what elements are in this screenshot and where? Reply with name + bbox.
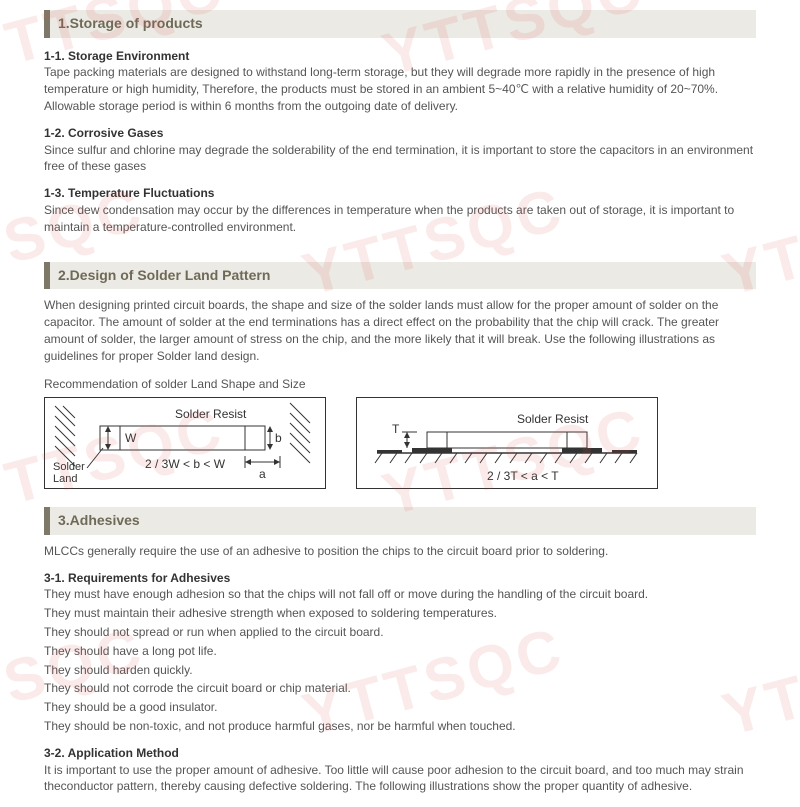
section-1-header: 1.Storage of products [44, 10, 756, 38]
sub-3-2-title: 3-2. Application Method [44, 745, 756, 762]
diag1-solder-resist: Solder Resist [175, 407, 247, 421]
figure-caption: Recommendation of solder Land Shape and … [44, 376, 756, 393]
diag2-formula: 2 / 3T < a < T [487, 469, 559, 483]
sub-3-2-body: It is important to use the proper amount… [44, 762, 756, 796]
diag1-solder-land-2: Land [53, 473, 77, 485]
sub-1-3-body: Since dew condensation may occur by the … [44, 202, 756, 236]
diagram-row: W b a Solder Resist Solder Land 2 / 3W <… [44, 397, 756, 489]
req-3: They should have a long pot life. [44, 643, 756, 660]
section-2-title: 2.Design of Solder Land Pattern [58, 267, 270, 283]
req-2: They should not spread or run when appli… [44, 624, 756, 641]
diag1-label-a: a [259, 467, 266, 481]
diagram-1: W b a Solder Resist Solder Land 2 / 3W <… [44, 397, 326, 489]
section-2-header: 2.Design of Solder Land Pattern [44, 262, 756, 290]
section-2-intro: When designing printed circuit boards, t… [44, 297, 756, 364]
diag2-label-t: T [392, 422, 400, 436]
diag2-solder-resist: Solder Resist [517, 412, 589, 426]
section-3-header: 3.Adhesives [44, 507, 756, 535]
diag1-formula: 2 / 3W < b < W [145, 457, 226, 471]
section-1-title: 1.Storage of products [58, 15, 203, 31]
document-content: 1.Storage of products 1-1. Storage Envir… [0, 0, 800, 807]
diagram-2: T Solder Resist 2 / 3T < a < T [356, 397, 658, 489]
sub-1-1-title: 1-1. Storage Environment [44, 48, 756, 65]
req-5: They should not corrode the circuit boar… [44, 680, 756, 697]
req-4: They should harden quickly. [44, 662, 756, 679]
section-3-intro: MLCCs generally require the use of an ad… [44, 543, 756, 560]
req-7: They should be non-toxic, and not produc… [44, 718, 756, 735]
sub-1-2-title: 1-2. Corrosive Gases [44, 125, 756, 142]
section-3-title: 3.Adhesives [58, 512, 140, 528]
diag1-label-b: b [275, 431, 282, 445]
req-0: They must have enough adhesion so that t… [44, 586, 756, 603]
sub-1-1-body: Tape packing materials are designed to w… [44, 64, 756, 114]
diag1-label-w: W [125, 431, 137, 445]
sub-1-2-body: Since sulfur and chlorine may degrade th… [44, 142, 756, 176]
sub-3-1-title: 3-1. Requirements for Adhesives [44, 570, 756, 587]
req-1: They must maintain their adhesive streng… [44, 605, 756, 622]
diag1-solder-land-1: Solder [53, 461, 85, 473]
sub-1-3-title: 1-3. Temperature Fluctuations [44, 185, 756, 202]
req-6: They should be a good insulator. [44, 699, 756, 716]
